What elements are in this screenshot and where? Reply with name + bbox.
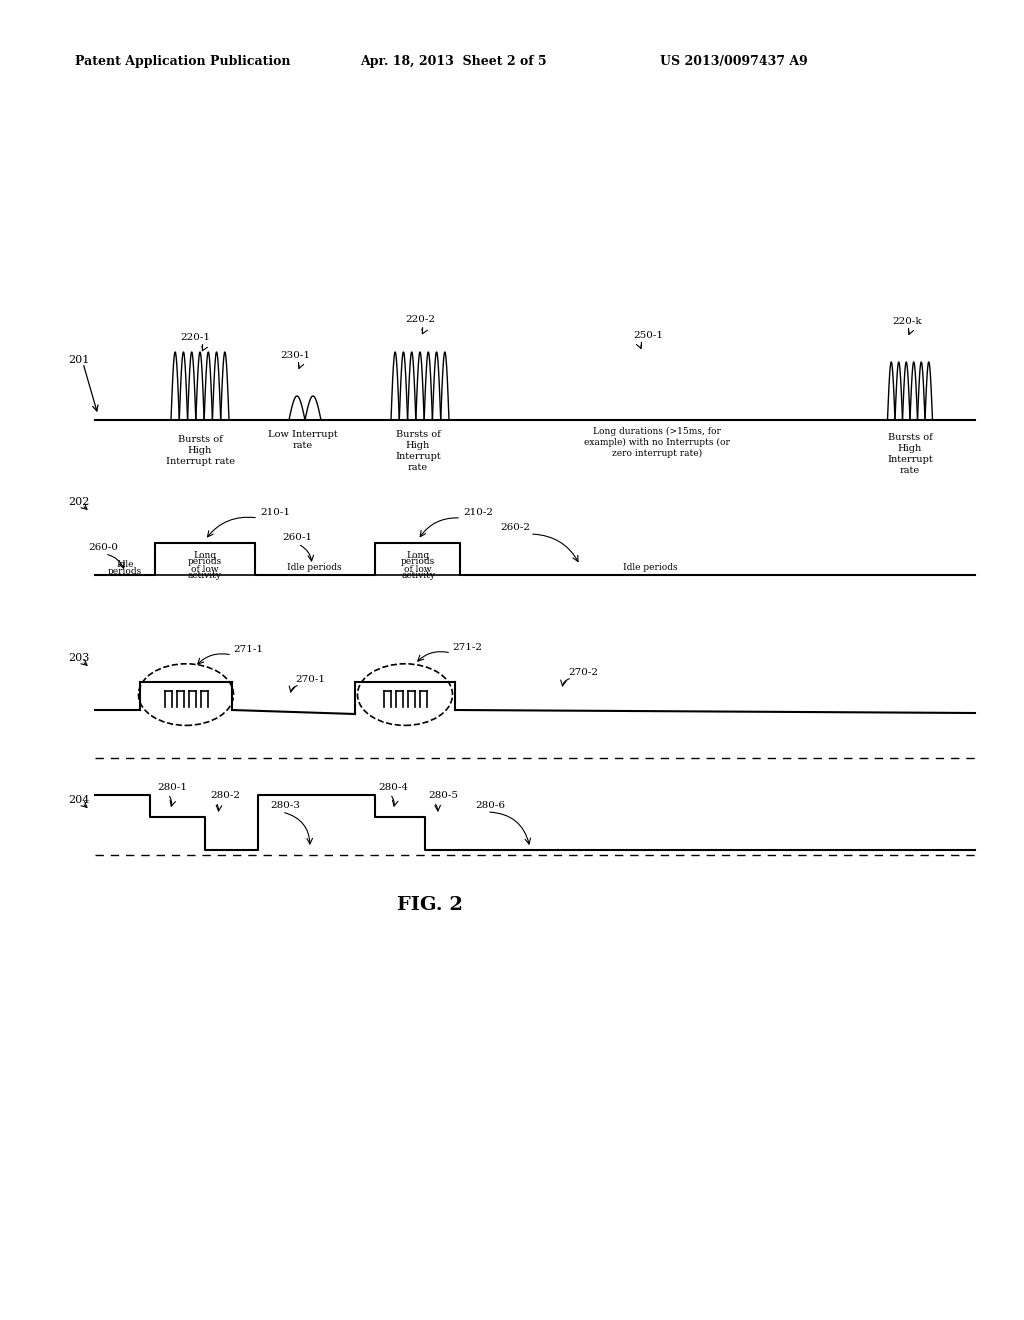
Text: 230-1: 230-1 <box>280 351 310 360</box>
Text: 220-2: 220-2 <box>406 315 435 323</box>
Text: zero interrupt rate): zero interrupt rate) <box>612 449 702 458</box>
Text: 280-4: 280-4 <box>378 783 408 792</box>
Text: 280-2: 280-2 <box>210 791 240 800</box>
Text: Idle: Idle <box>117 560 134 569</box>
Text: High: High <box>187 446 212 455</box>
Text: activity: activity <box>188 572 222 581</box>
Text: 270-1: 270-1 <box>295 675 325 684</box>
Text: Interrupt: Interrupt <box>887 455 933 465</box>
Text: example) with no Interrupts (or: example) with no Interrupts (or <box>584 438 730 447</box>
Text: 280-3: 280-3 <box>270 801 300 810</box>
Text: 220-k: 220-k <box>892 317 922 326</box>
Text: 250-1: 250-1 <box>633 331 663 341</box>
Text: of low: of low <box>404 565 432 573</box>
Text: FIG. 2: FIG. 2 <box>397 896 463 913</box>
Text: 201: 201 <box>68 355 89 366</box>
Text: 220-1: 220-1 <box>180 333 210 342</box>
Text: Low Interrupt: Low Interrupt <box>268 430 338 440</box>
Text: Long durations (>15ms, for: Long durations (>15ms, for <box>593 426 721 436</box>
Text: periods: periods <box>400 557 435 566</box>
Text: Interrupt: Interrupt <box>395 451 441 461</box>
Text: activity: activity <box>401 572 435 581</box>
Text: Long: Long <box>407 550 429 560</box>
Bar <box>375 543 460 576</box>
Text: rate: rate <box>900 466 920 475</box>
Text: rate: rate <box>293 441 313 450</box>
Text: periods: periods <box>108 568 142 576</box>
Text: Idle periods: Idle periods <box>623 564 677 572</box>
Text: Idle periods: Idle periods <box>287 564 341 572</box>
Text: 204: 204 <box>68 795 89 805</box>
Bar <box>155 543 255 576</box>
Text: Bursts of: Bursts of <box>888 433 933 442</box>
Text: 210-1: 210-1 <box>260 508 290 517</box>
Text: periods: periods <box>187 557 222 566</box>
Text: 271-1: 271-1 <box>233 645 263 653</box>
Text: 280-5: 280-5 <box>428 791 458 800</box>
Text: Interrupt rate: Interrupt rate <box>166 457 234 466</box>
Text: US 2013/0097437 A9: US 2013/0097437 A9 <box>660 55 808 69</box>
Text: 280-6: 280-6 <box>475 801 505 810</box>
Text: Bursts of: Bursts of <box>177 436 222 444</box>
Text: High: High <box>898 444 923 453</box>
Text: 202: 202 <box>68 498 89 507</box>
Text: Long: Long <box>194 550 216 560</box>
Text: 203: 203 <box>68 653 89 663</box>
Text: rate: rate <box>408 463 428 473</box>
Text: Apr. 18, 2013  Sheet 2 of 5: Apr. 18, 2013 Sheet 2 of 5 <box>360 55 547 69</box>
Text: High: High <box>406 441 430 450</box>
Text: 260-2: 260-2 <box>500 523 530 532</box>
Text: Patent Application Publication: Patent Application Publication <box>75 55 291 69</box>
Text: 260-0: 260-0 <box>88 543 118 552</box>
Text: 210-2: 210-2 <box>463 508 493 517</box>
Text: Bursts of: Bursts of <box>395 430 440 440</box>
Text: of low: of low <box>191 565 219 573</box>
Text: 260-1: 260-1 <box>282 533 312 543</box>
Text: 271-2: 271-2 <box>452 643 482 652</box>
Text: 270-2: 270-2 <box>568 668 598 677</box>
Text: 280-1: 280-1 <box>157 783 187 792</box>
